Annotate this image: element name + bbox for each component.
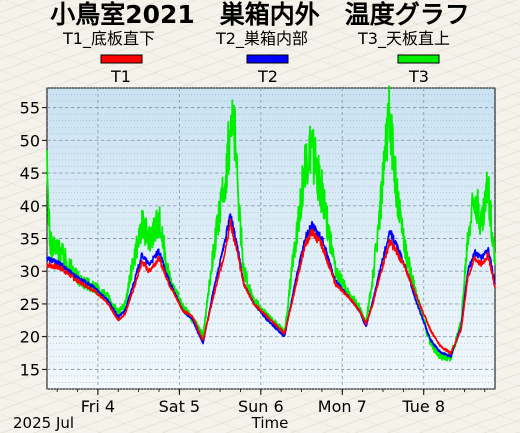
series-lines [46, 85, 496, 362]
x-tick-label: Fri 4 [81, 397, 115, 416]
legend-series-1-name: T1_底板直下 [62, 29, 155, 49]
x-tick-label: Sat 5 [159, 397, 201, 416]
legend-label-t2: T2 [257, 67, 278, 86]
legend-swatch-t3 [397, 54, 440, 64]
legend-series-3-name: T3_天板直上 [357, 29, 450, 49]
x-tick-label: Mon 7 [318, 397, 367, 416]
y-tick-label: 15 [20, 360, 40, 379]
x-axis-title: Time [251, 414, 289, 432]
y-axis: 15 20 25 30 35 40 45 50 55 [20, 99, 47, 379]
series-line-t2 [46, 213, 496, 359]
legend-label-t3: T3 [408, 67, 429, 86]
legend: T1_底板直下 T2_巣箱内部 T3_天板直上 T1 T2 T3 [62, 29, 450, 86]
legend-swatch-t2 [246, 54, 289, 64]
x-axis: Fri 4 Sat 5 Sun 6 Mon 7 Tue 8 [56, 389, 486, 416]
y-tick-label: 50 [20, 131, 40, 150]
series-line-t1 [46, 218, 496, 355]
x-tick-label: Tue 8 [401, 397, 445, 416]
y-tick-label: 30 [20, 262, 40, 281]
date-label: 2025 Jul [13, 414, 74, 432]
y-tick-label: 25 [20, 295, 40, 314]
x-tick-label: Sun 6 [238, 397, 284, 416]
legend-swatch-t1 [100, 54, 143, 64]
grid [47, 87, 495, 390]
chart-title: 小鳥室2021 巣箱内外 温度グラフ [50, 0, 470, 29]
legend-series-2-name: T2_巣箱内部 [215, 29, 308, 49]
y-tick-label: 55 [20, 99, 40, 118]
y-tick-label: 40 [20, 197, 40, 216]
y-tick-label: 45 [20, 164, 40, 183]
y-tick-label: 20 [20, 328, 40, 347]
legend-label-t1: T1 [110, 67, 131, 86]
y-tick-label: 35 [20, 230, 40, 249]
